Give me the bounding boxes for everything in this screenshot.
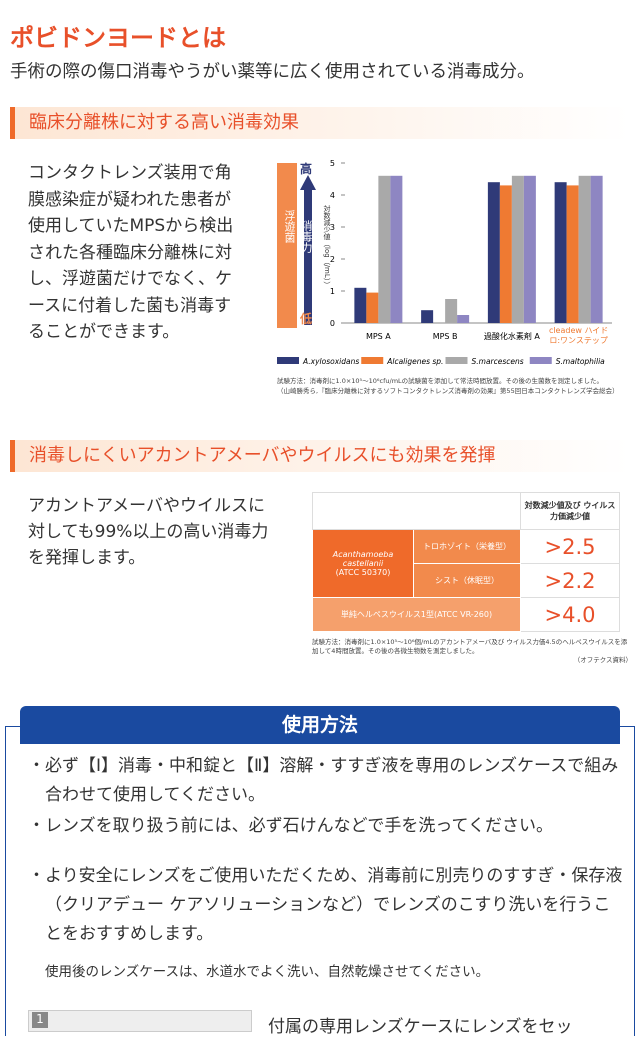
y-tick-label: 5 [330,159,335,168]
y-tick-label: 1 [330,287,335,296]
table-cell: トロホゾイト（栄養型） [413,529,521,564]
legend-swatch [529,357,552,364]
strain: (ATCC 50370) [335,568,391,577]
legend-label: S.marcescens [472,357,524,366]
section-body: コンタクトレンズ装用で角膜感染症が疑われた患者が使用していたMPSから検出された… [28,163,234,342]
legend-swatch [361,357,384,364]
legend-swatch [445,357,468,364]
section-heading: 臨床分離株に対する高い消毒効果 [10,107,630,139]
bar [366,292,379,323]
bar [523,175,536,323]
bar [457,315,470,323]
table-cell: 単純ヘルペスウイルス1型(ATCC VR-260) [312,597,521,632]
scale-target: 浮遊菌 [283,210,296,243]
bar [578,175,591,323]
scale-arrow [300,175,316,325]
section-body: アカントアメーバやウイルスに対しても99%以上の高い消毒力を発揮します。 [28,496,269,568]
chart: 0 1 2 3 4 5 MPS A MPS B 過酸化水素剤 A A.xylosoxidans Al… [277,159,612,366]
step-image [28,1010,252,1032]
table-value: >2.5 [520,529,620,564]
scale-bar [277,163,297,328]
intro: 手術の際の傷口消毒やうがい薬等に広く使用されている消毒成分。 [10,62,535,82]
bar [554,182,567,323]
table-value: >2.2 [520,563,620,598]
bar [354,287,367,323]
legend-label: A.xylosoxidans [302,357,359,366]
legend-label: S.maltophilia [556,357,605,366]
scale-name: 消毒力 [300,220,313,253]
y-tick-label: 3 [330,223,335,232]
bar [390,175,403,323]
step-text: 付属の専用レンズケースにレンズをセッ [268,1017,573,1037]
legend-swatch [277,357,299,364]
table-cell: シスト（休眠型） [413,563,521,598]
bar [590,175,603,323]
x-tick-label: MPS B [433,332,458,341]
usage-heading: 使用方法 [20,706,620,744]
footnote: （山崎勝秀ら,『臨床分離株に対するソフトコンタクトレンズ消毒剤の効果』第55回日… [277,387,619,395]
step-number: 1 [32,1012,48,1028]
bar [499,185,512,323]
x-tick-label: MPS A [366,332,391,341]
y-tick-label: 2 [330,255,335,264]
bar [421,310,434,323]
footnote: （オフテクス資料） [573,656,632,664]
footnote: 試験方法：消毒剤に1.0×10⁵～10⁶個/mLのアカントアメーバ及び ウイルス… [312,638,628,655]
x-tick-label: cleadew ハイドロ:ワンステップ [548,326,609,345]
bar [511,175,524,323]
table-value: >4.0 [520,597,620,632]
bar [566,185,579,323]
y-tick-label: 4 [330,191,335,200]
table-header: 対数減少値及び ウイルス力価減少値 [520,492,620,530]
bullet: ・レンズを取り扱う前には、必ず石けんなどで手を洗ってください。 [28,816,553,836]
organism: Acanthamoeba castellanii [332,550,394,568]
scale-high: 高 [300,162,313,176]
section-heading: 消毒しにくいアカントアメーバやウイルスにも効果を発揮 [10,440,630,472]
footnote: 試験方法：消毒剤に1.0×10⁵～10⁶cfu/mLの試験菌を添加して常法時間放… [277,377,603,385]
y-tick-label: 0 [330,319,335,328]
usage-note: 使用後のレンズケースは、水道水でよく洗い、自然乾燥させてください。 [45,964,490,980]
title: ポビドンヨードとは [10,24,226,52]
bullet: ・必ず【Ⅰ】消毒・中和錠と【Ⅱ】溶解・すすぎ液を専用のレンズケースで組み合わせて… [28,756,619,805]
bar [487,182,500,323]
bullet: ・より安全にレンズをご使用いただくため、消毒前に別売りのすすぎ・保存液（クリアデ… [28,866,623,944]
x-tick-label: 過酸化水素剤 A [484,331,541,341]
bar [445,299,458,323]
legend-label: Alcaligenes sp. [386,357,443,366]
scale-low: 低 [300,312,313,326]
bar [378,175,391,323]
y-axis-label: 対数減少値（log（/mL）） [323,205,331,289]
table: 対数減少値及び ウイルス力価減少値 Acanthamoeba castellan… [312,492,620,632]
